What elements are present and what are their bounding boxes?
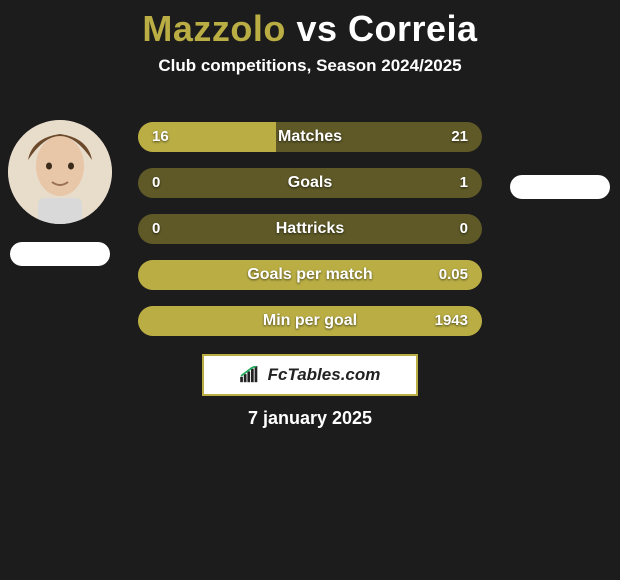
bar-chart-icon <box>240 366 262 384</box>
player2-column <box>500 120 620 199</box>
stat-label: Goals per match <box>138 260 482 290</box>
player1-column <box>0 120 120 266</box>
player2-position-pill <box>510 175 610 199</box>
stat-value-right: 1943 <box>435 306 468 336</box>
stat-label: Hattricks <box>138 214 482 244</box>
stat-label: Min per goal <box>138 306 482 336</box>
title-vs: vs <box>296 8 337 49</box>
footer-date: 7 january 2025 <box>0 408 620 429</box>
subtitle: Club competitions, Season 2024/2025 <box>0 56 620 76</box>
stat-value-right: 21 <box>451 122 468 152</box>
stats-container: 16 Matches 21 0 Goals 1 0 Hattricks 0 Go… <box>138 122 482 352</box>
player1-avatar <box>8 120 112 224</box>
stat-label: Goals <box>138 168 482 198</box>
player1-position-pill <box>10 242 110 266</box>
stat-value-right: 0 <box>460 214 468 244</box>
stat-label: Matches <box>138 122 482 152</box>
stat-row-hattricks: 0 Hattricks 0 <box>138 214 482 244</box>
brand-text: FcTables.com <box>268 365 381 385</box>
stat-row-min-per-goal: Min per goal 1943 <box>138 306 482 336</box>
stat-row-matches: 16 Matches 21 <box>138 122 482 152</box>
stat-row-goals-per-match: Goals per match 0.05 <box>138 260 482 290</box>
comparison-title: Mazzolo vs Correia <box>0 0 620 50</box>
title-player2: Correia <box>348 8 478 49</box>
brand-box[interactable]: FcTables.com <box>202 354 418 396</box>
stat-row-goals: 0 Goals 1 <box>138 168 482 198</box>
avatar-placeholder-icon <box>8 120 112 224</box>
stat-value-right: 1 <box>460 168 468 198</box>
title-player1: Mazzolo <box>142 8 286 49</box>
stat-value-right: 0.05 <box>439 260 468 290</box>
